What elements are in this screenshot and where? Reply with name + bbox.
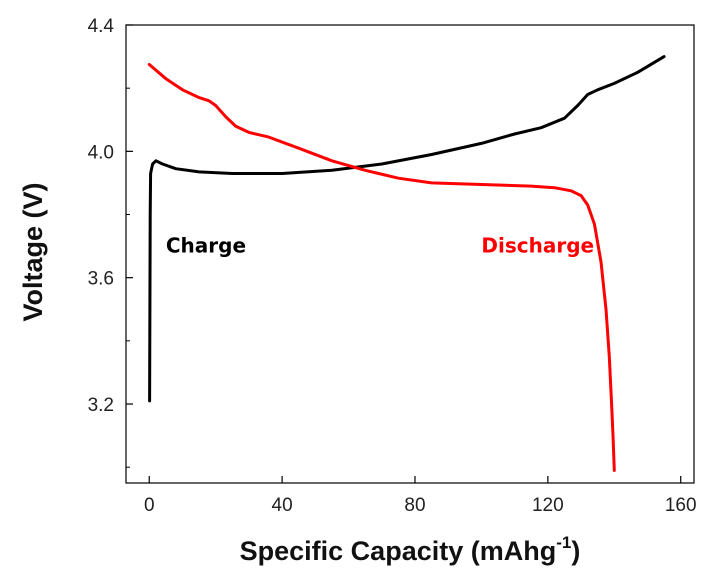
series-line-discharge [147, 63, 616, 472]
series-line-charge [148, 55, 666, 403]
y-tick-label: 3.2 [88, 395, 114, 416]
y-tick-label: 3.6 [88, 269, 114, 290]
x-tick-label: 80 [404, 495, 425, 516]
x-tick-label: 160 [665, 495, 697, 516]
plot-frame [125, 24, 695, 484]
y-axis-ticks: 3.2 3.6 4.0 4.4 [88, 16, 133, 468]
y-tick-label: 4.4 [88, 16, 115, 37]
x-tick-label: 120 [532, 495, 564, 516]
plot-area [125, 24, 695, 484]
y-tick-label: 4.0 [88, 142, 114, 163]
x-tick-label: 0 [144, 495, 155, 516]
x-axis-ticks: 0 40 80 120 160 [144, 476, 697, 516]
x-tick-label: 40 [272, 495, 293, 516]
series-layer [147, 55, 666, 472]
annotation-discharge: Discharge [481, 233, 594, 257]
annotation-charge: Charge [166, 233, 246, 257]
annotation-layer: Charge Discharge [166, 233, 594, 257]
y-axis-title: Voltage (V) [18, 182, 48, 321]
x-axis-title: Specific Capacity (mAhg-1) [240, 533, 581, 566]
